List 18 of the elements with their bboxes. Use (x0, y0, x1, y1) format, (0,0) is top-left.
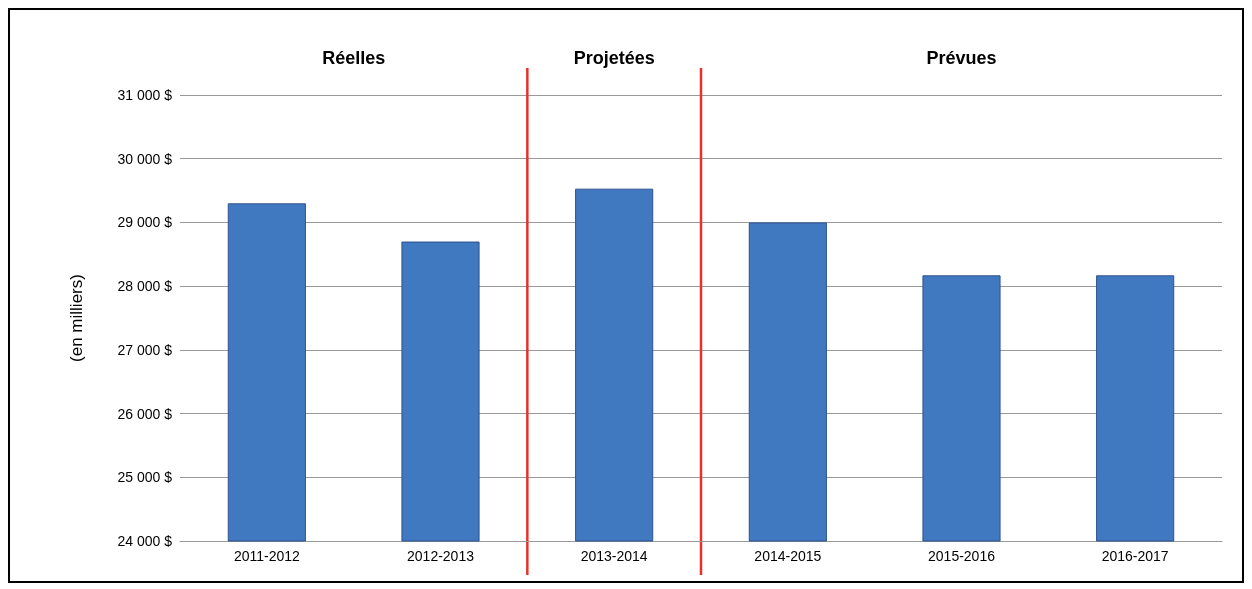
text: Projetées (573, 48, 655, 68)
y-tick-label: 28 000 $ (117, 278, 173, 295)
y-tick-label: 31 000 $ (117, 87, 173, 103)
y-tick-label: 27 000 $ (117, 341, 173, 358)
x-tick-label: 2014-2015 (754, 548, 822, 564)
y-tick-label: 30 000 $ (117, 150, 173, 167)
y-tick-label: 29 000 $ (117, 214, 173, 231)
text: Prévues (926, 48, 997, 68)
x-tick-label: 2011-2012 (233, 548, 300, 564)
x-tick-label: 2016-2017 (1101, 548, 1169, 564)
text: Réelles (322, 48, 386, 68)
x-tick-label: 2013-2014 (580, 548, 648, 564)
y-tick-label: 25 000 $ (117, 469, 173, 486)
y-tick-label: 26 000 $ (117, 405, 173, 422)
y-axis-title: (en milliers) (67, 274, 86, 362)
x-tick-label: 2012-2013 (407, 548, 475, 564)
x-tick-label: 2015-2016 (928, 548, 996, 564)
y-tick-label: 24 000 $ (117, 533, 173, 549)
